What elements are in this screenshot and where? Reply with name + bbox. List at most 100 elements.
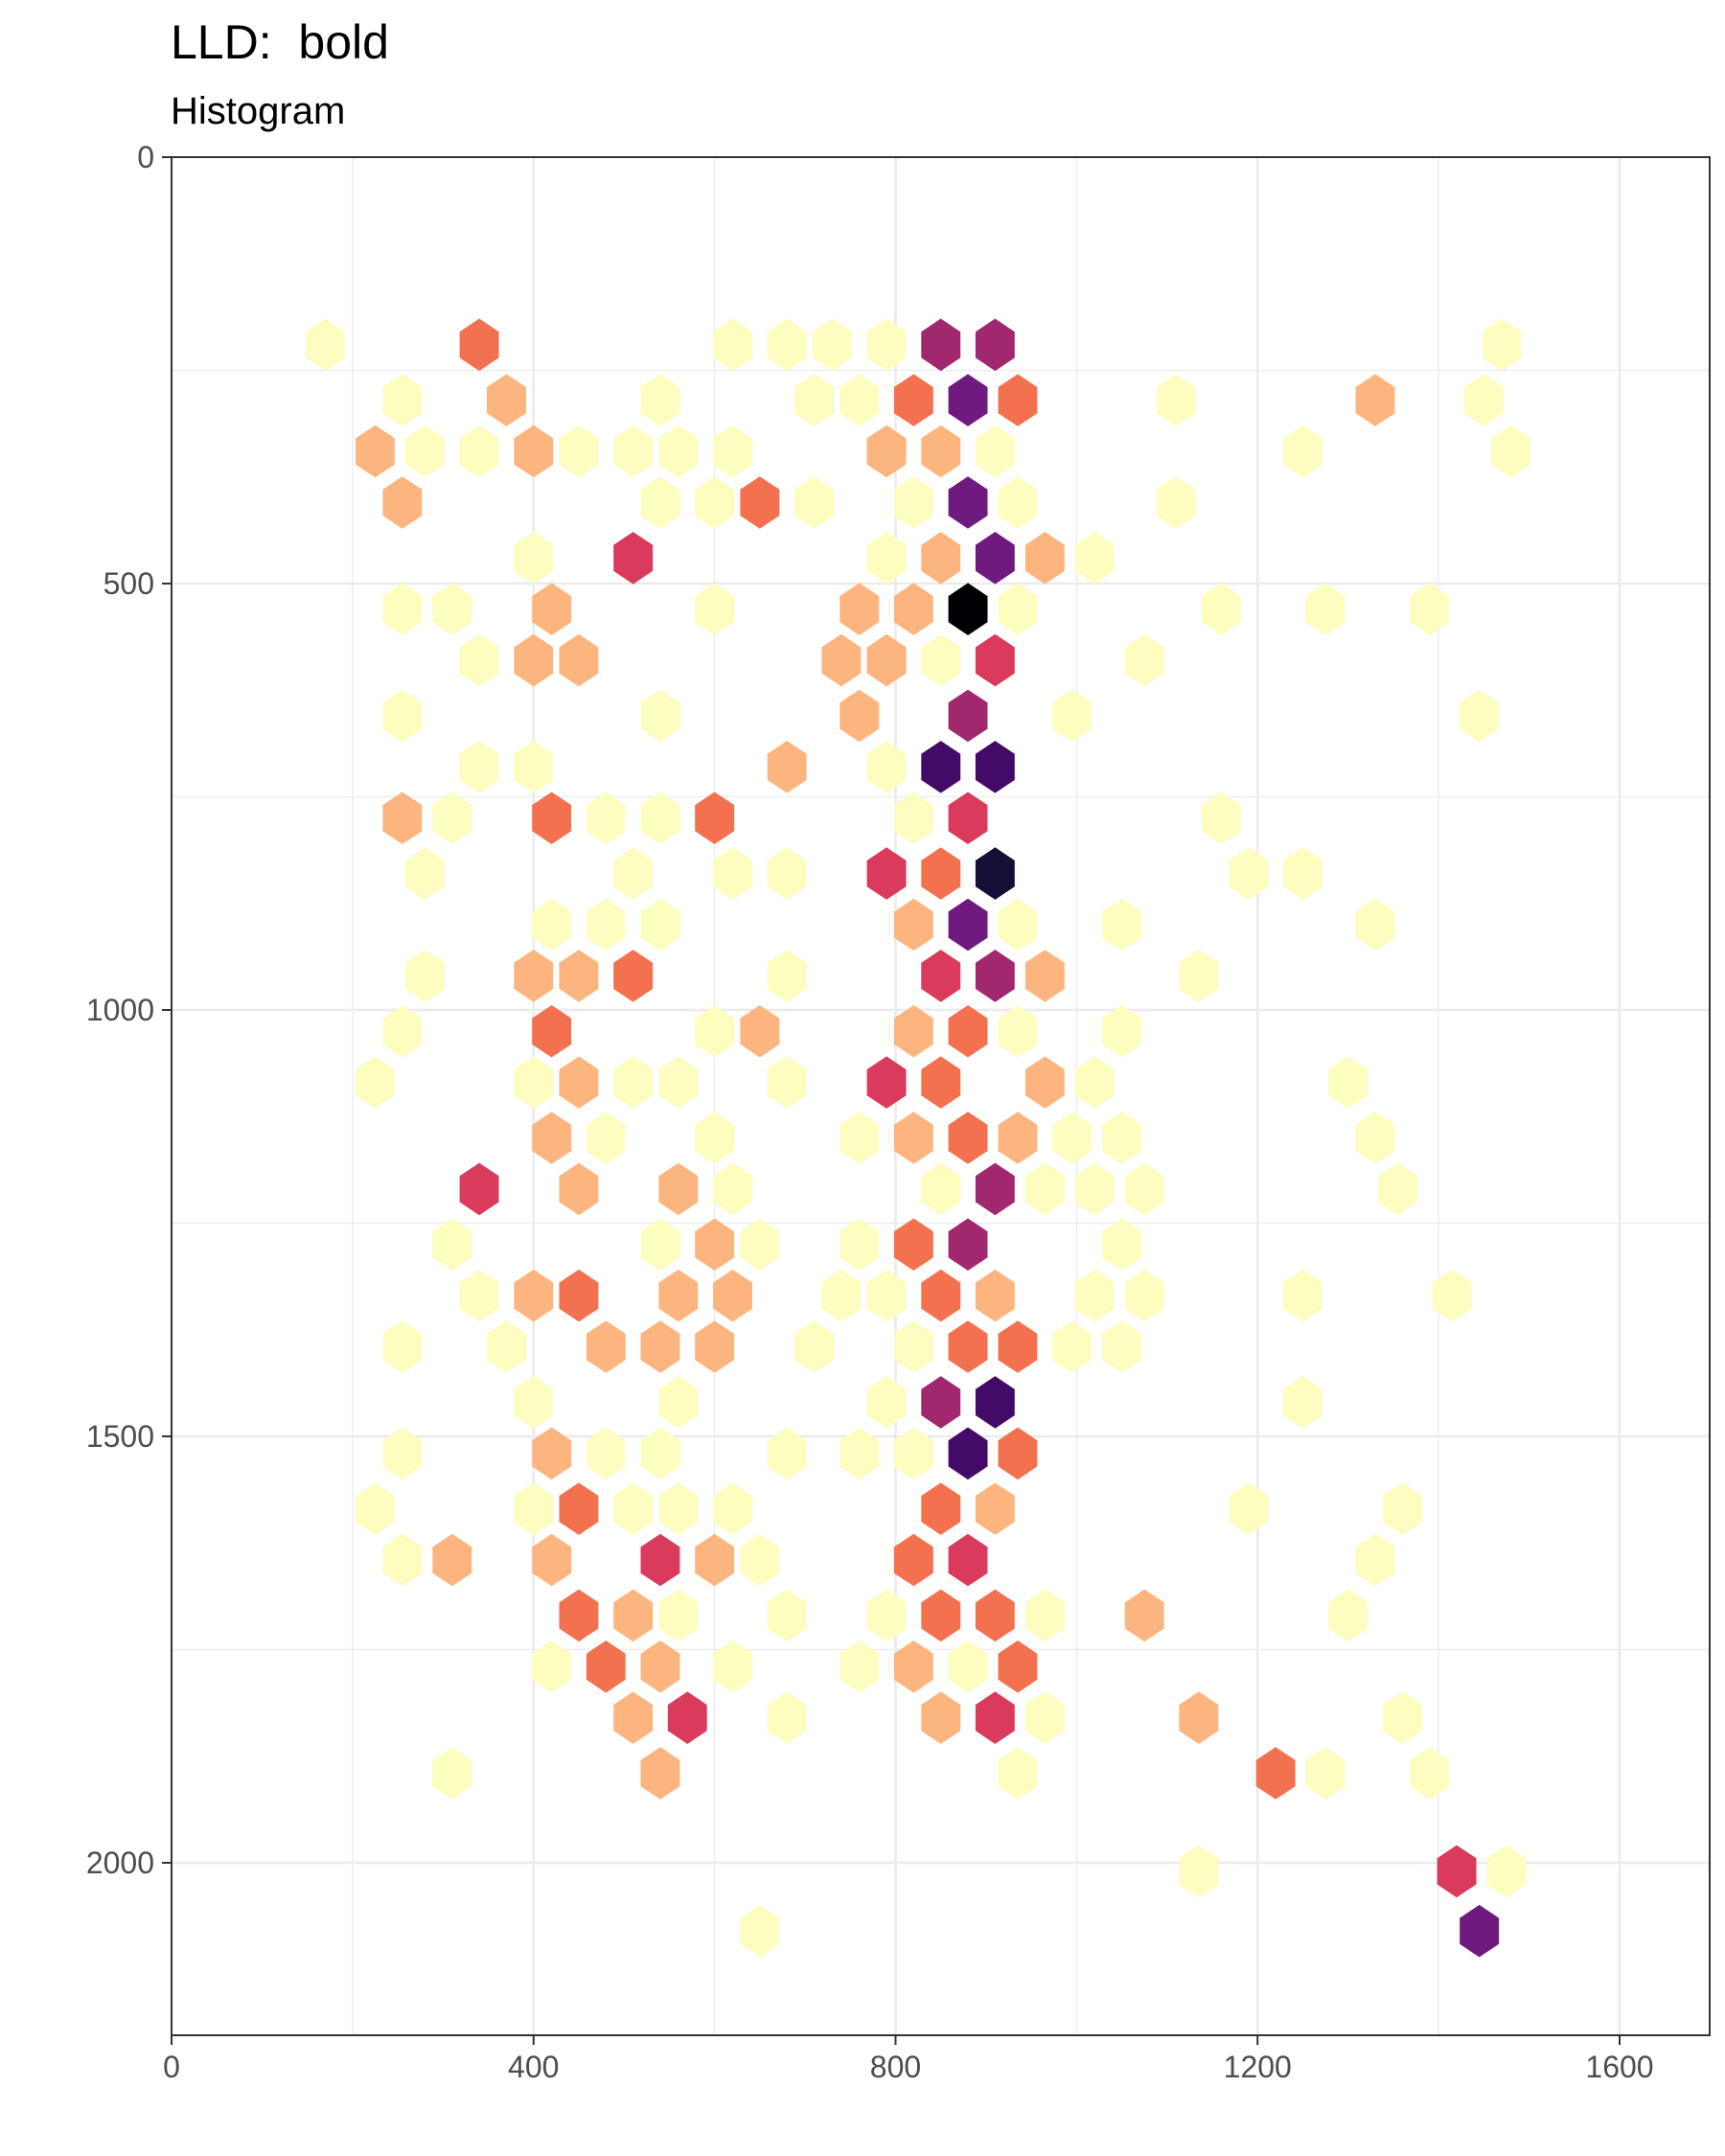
hex-bin xyxy=(1179,950,1219,1002)
hex-bin xyxy=(1024,532,1065,585)
hex-bin xyxy=(432,1533,472,1587)
hex-bin xyxy=(382,689,423,743)
hex-bin xyxy=(821,1269,862,1322)
hex-bin xyxy=(613,1691,654,1744)
hex-bin xyxy=(356,1482,395,1535)
hex-bin xyxy=(1179,1691,1219,1744)
hex-bin xyxy=(1102,1320,1141,1373)
hex-bin xyxy=(975,532,1015,585)
y-axis-tick-label: 0 xyxy=(137,140,154,174)
hex-bin xyxy=(459,424,499,478)
hex-bin xyxy=(975,847,1015,900)
hex-bin xyxy=(866,633,907,687)
hex-bin xyxy=(586,791,626,844)
hex-bin xyxy=(695,1005,735,1058)
hex-bin xyxy=(948,374,988,426)
hex-bin xyxy=(998,898,1038,952)
hex-bin xyxy=(866,318,907,372)
hex-bin xyxy=(948,1427,988,1480)
hex-bin xyxy=(1074,1269,1115,1322)
hex-bin xyxy=(306,318,345,372)
hex-bin xyxy=(382,476,423,529)
hex-bin xyxy=(432,583,472,635)
hex-bin xyxy=(1410,1747,1450,1800)
hex-bin xyxy=(532,1533,572,1587)
hex-bin xyxy=(893,1112,933,1164)
hex-bin xyxy=(405,950,445,1002)
hex-bin xyxy=(1179,1845,1219,1898)
hex-bin xyxy=(586,1320,626,1373)
hex-bin xyxy=(998,374,1038,426)
hex-bin xyxy=(840,1640,880,1693)
hex-bin xyxy=(794,1320,834,1373)
hex-bin xyxy=(356,424,395,478)
hex-bin xyxy=(1024,1691,1065,1744)
x-axis-tick-label: 1200 xyxy=(1224,2050,1292,2084)
hex-bin xyxy=(695,583,735,635)
hex-bin xyxy=(840,1218,880,1271)
hex-bin xyxy=(1229,847,1269,900)
hex-bin xyxy=(432,1747,472,1800)
hex-bin xyxy=(767,1691,807,1744)
hex-bin xyxy=(640,791,680,844)
hex-bin xyxy=(893,1427,933,1480)
hex-bin xyxy=(840,583,880,635)
hex-bin xyxy=(613,532,654,585)
hex-bin xyxy=(921,1691,961,1744)
chart-title: LLD: bold xyxy=(171,15,389,69)
hex-bin xyxy=(514,1056,554,1109)
hex-bin xyxy=(840,1427,880,1480)
hex-bin xyxy=(1124,1269,1164,1322)
hex-bin xyxy=(640,1533,680,1587)
hex-bin xyxy=(866,1589,907,1642)
hex-bin xyxy=(740,1533,780,1587)
hex-bin xyxy=(975,424,1015,478)
hex-bin xyxy=(840,374,880,426)
hex-bin xyxy=(998,1320,1038,1373)
y-axis-tick-label: 1000 xyxy=(86,993,154,1027)
hex-bin xyxy=(586,898,626,952)
hex-bin xyxy=(713,318,752,372)
hex-bin xyxy=(613,1056,654,1109)
hex-bin xyxy=(1156,476,1196,529)
hex-bin xyxy=(948,583,988,635)
hex-bin xyxy=(1074,1162,1115,1216)
hex-bin xyxy=(921,741,961,793)
hex-bin xyxy=(794,476,834,529)
hex-bin xyxy=(1460,689,1500,743)
hex-bin xyxy=(695,1112,735,1164)
hex-bin xyxy=(514,532,554,585)
hex-bin xyxy=(948,1533,988,1587)
hex-bin xyxy=(658,1162,699,1216)
hex-bin xyxy=(532,1112,572,1164)
axes: 0 400 800 1200 1600 0 500 1000 1500 2000 xyxy=(86,140,1654,2084)
x-axis-tick-label: 0 xyxy=(163,2050,180,2084)
hex-bin xyxy=(713,1162,752,1216)
hex-bin xyxy=(695,476,735,529)
hex-bin xyxy=(713,847,752,900)
hex-bin xyxy=(532,583,572,635)
hex-bin xyxy=(695,1218,735,1271)
hex-bin xyxy=(658,424,699,478)
hex-bin xyxy=(767,950,807,1002)
hex-bin xyxy=(1460,1904,1500,1958)
hex-bin xyxy=(559,424,599,478)
hex-bin xyxy=(487,374,526,426)
hex-bin xyxy=(382,1005,423,1058)
hex-bin xyxy=(921,318,961,372)
hex-bin xyxy=(1202,583,1241,635)
hex-bin xyxy=(658,1269,699,1322)
hex-bin xyxy=(840,1112,880,1164)
hex-bin xyxy=(893,791,933,844)
hex-bin xyxy=(514,1482,554,1535)
hex-bin xyxy=(559,1482,599,1535)
hex-bin xyxy=(658,1056,699,1109)
hex-bin xyxy=(1378,1162,1418,1216)
hex-bin xyxy=(532,791,572,844)
hex-bin xyxy=(559,1269,599,1322)
hex-bin xyxy=(1229,1482,1269,1535)
hex-bin xyxy=(695,1320,735,1373)
hex-bin xyxy=(975,1589,1015,1642)
hex-bin xyxy=(767,741,807,793)
